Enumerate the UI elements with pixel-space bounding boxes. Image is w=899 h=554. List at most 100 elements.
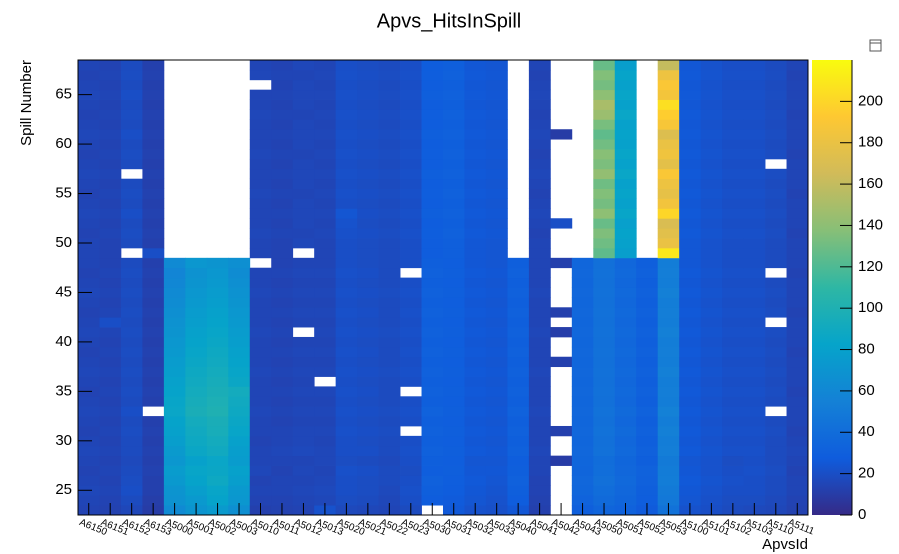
heat-cell <box>163 435 186 447</box>
y-tick-label: 65 <box>55 86 72 103</box>
heat-cell <box>357 247 379 259</box>
heat-cell <box>485 485 508 496</box>
heat-cell <box>314 218 337 229</box>
heat-cell <box>443 425 465 437</box>
heat-cell <box>99 396 122 407</box>
heat-cell <box>528 129 551 140</box>
heat-cell <box>443 455 465 466</box>
heat-cell <box>120 149 143 160</box>
heat-cell <box>400 327 422 338</box>
heat-cell <box>765 198 787 209</box>
heat-cell <box>163 495 186 506</box>
heat-cell <box>99 327 122 338</box>
heat-cell <box>679 99 702 110</box>
heat-cell <box>679 435 702 447</box>
heat-cell <box>400 336 422 348</box>
heat-cell <box>357 495 379 506</box>
heat-cell <box>314 257 337 269</box>
heat-cell <box>378 435 401 447</box>
heat-cell <box>185 376 208 387</box>
heat-cell <box>700 129 723 140</box>
heat-cell <box>464 119 487 130</box>
heat-cell <box>314 445 337 457</box>
heat-cell <box>700 495 723 506</box>
heat-cell <box>228 277 251 288</box>
heat-cell <box>271 208 294 219</box>
heat-cell <box>485 366 508 377</box>
heat-cell <box>743 416 766 427</box>
heat-cell <box>722 445 744 457</box>
heat-cell <box>765 60 787 71</box>
heat-cell <box>99 366 122 377</box>
heat-cell <box>765 445 787 457</box>
heat-cell <box>443 435 465 447</box>
heat-cell <box>120 396 143 407</box>
heat-cell <box>421 386 444 397</box>
x-axis-title: ApvsId <box>762 536 808 553</box>
heat-cell <box>271 198 294 209</box>
heat-cell <box>786 218 809 229</box>
heat-cell <box>700 346 723 358</box>
heat-cell <box>292 257 315 269</box>
heat-cell <box>206 287 229 298</box>
heat-cell <box>614 89 637 100</box>
heat-cell <box>400 79 422 91</box>
heat-cell <box>421 139 444 150</box>
heat-cell <box>765 149 787 160</box>
heat-cell <box>700 406 723 417</box>
heat-cell <box>249 336 272 348</box>
heat-cell <box>593 485 616 496</box>
heat-cell <box>378 485 401 496</box>
heat-cell <box>142 168 165 180</box>
heat-cell <box>120 465 143 476</box>
heat-cell <box>614 416 637 427</box>
heat-cell <box>378 475 401 486</box>
heat-cell <box>78 158 100 170</box>
heat-cell <box>485 267 508 279</box>
heat-cell <box>722 336 744 348</box>
heat-cell <box>78 396 100 407</box>
heat-cell <box>185 396 208 407</box>
heat-cell <box>657 425 680 437</box>
heat-cell <box>743 425 766 437</box>
heat-cell <box>400 158 422 170</box>
heat-cell <box>292 475 315 486</box>
heat-cell <box>636 485 659 496</box>
heat-cell <box>614 356 637 368</box>
heat-cell <box>142 396 165 407</box>
heat-cell <box>400 475 422 486</box>
y-tick-label: 55 <box>55 185 72 202</box>
heat-cell <box>765 287 787 298</box>
heat-cell <box>614 188 637 199</box>
heat-cell <box>679 327 702 338</box>
heat-cell <box>571 376 594 387</box>
heat-cell <box>400 228 422 239</box>
heat-cell <box>292 346 315 358</box>
heat-cell <box>593 139 616 150</box>
heat-cell <box>636 445 659 457</box>
heat-cell <box>722 366 744 377</box>
heat-cell <box>593 109 616 120</box>
heat-cell <box>314 277 337 288</box>
heat-cell <box>249 307 272 318</box>
heat-cell <box>99 218 122 229</box>
heat-cell <box>722 485 744 496</box>
heat-cell <box>378 139 401 150</box>
heat-cell <box>485 218 508 229</box>
heat-cell <box>249 465 272 476</box>
heat-cell <box>700 435 723 447</box>
heat-cell <box>722 218 744 229</box>
heat-cell <box>743 119 766 130</box>
heat-cell <box>743 356 766 368</box>
heat-cell <box>786 386 809 397</box>
heat-cell <box>485 327 508 338</box>
heat-cell <box>99 89 122 100</box>
heat-cell <box>249 485 272 496</box>
heat-cell <box>700 198 723 209</box>
heat-cell <box>292 158 315 170</box>
heat-cell <box>528 168 551 180</box>
palette-icon[interactable] <box>869 39 882 52</box>
heat-cell <box>614 317 637 328</box>
heat-cell <box>571 495 594 506</box>
heat-cell <box>464 327 487 338</box>
